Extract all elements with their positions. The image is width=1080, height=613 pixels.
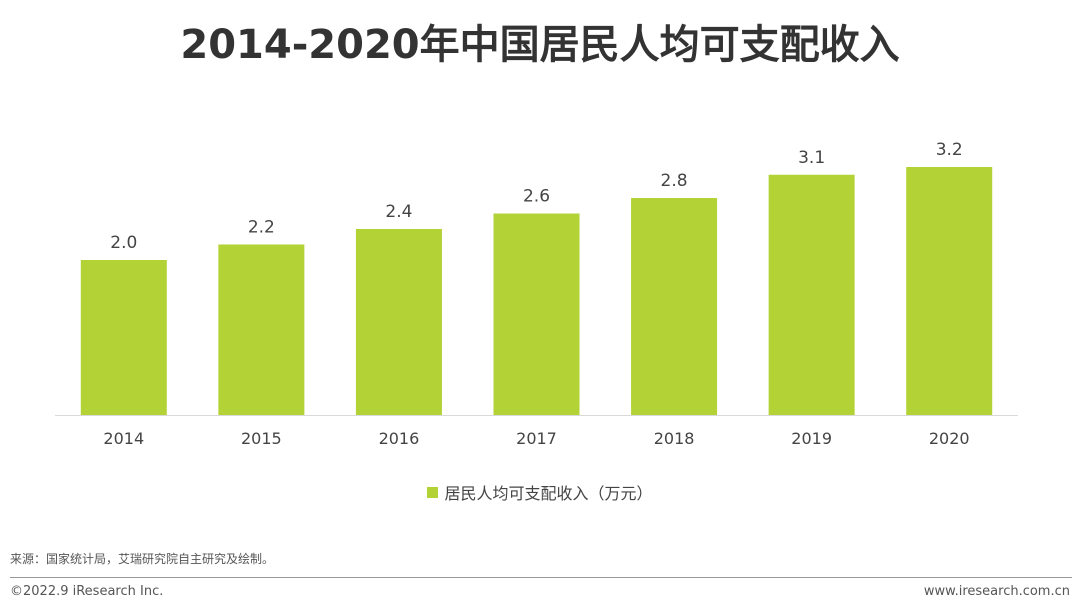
- bar-2020: [906, 167, 993, 415]
- data-label-2018: 2.8: [661, 171, 688, 191]
- footer-divider: [10, 577, 1072, 578]
- bar-2018: [631, 198, 718, 415]
- x-tick-2018: 2018: [654, 429, 695, 448]
- bar-2017: [493, 213, 580, 415]
- bar-2019: [768, 174, 855, 415]
- data-label-2020: 3.2: [936, 140, 963, 160]
- x-tick-2015: 2015: [241, 429, 282, 448]
- data-label-2014: 2.0: [110, 233, 137, 253]
- copyright-text: ©2022.9 iResearch Inc.: [10, 584, 164, 599]
- x-tick-2017: 2017: [516, 429, 557, 448]
- legend-swatch: [427, 486, 439, 498]
- x-tick-2019: 2019: [791, 429, 832, 448]
- data-label-2015: 2.2: [248, 218, 275, 238]
- legend-label: 居民人均可支配收入（万元）: [444, 484, 653, 503]
- data-label-2019: 3.1: [798, 148, 825, 168]
- data-label-2016: 2.4: [385, 202, 412, 222]
- data-label-2017: 2.6: [523, 187, 550, 207]
- website-link[interactable]: www.iresearch.com.cn: [923, 584, 1070, 599]
- bar-2016: [355, 229, 442, 415]
- source-note: 来源：国家统计局，艾瑞研究院自主研究及绘制。: [10, 552, 275, 566]
- x-tick-2020: 2020: [929, 429, 970, 448]
- bar-2015: [218, 244, 305, 415]
- x-tick-2014: 2014: [103, 429, 144, 448]
- bar-2014: [80, 260, 167, 415]
- chart-legend: 居民人均可支配收入（万元）: [0, 480, 1080, 504]
- x-tick-2016: 2016: [379, 429, 420, 448]
- chart-title: 2014-2020年中国居民人均可支配收入: [180, 22, 900, 68]
- bar-chart: 2.0 2.2 2.4 2.6 2.8 3.1 3.2 2014 2015 2016 2017 20…: [55, 140, 1018, 448]
